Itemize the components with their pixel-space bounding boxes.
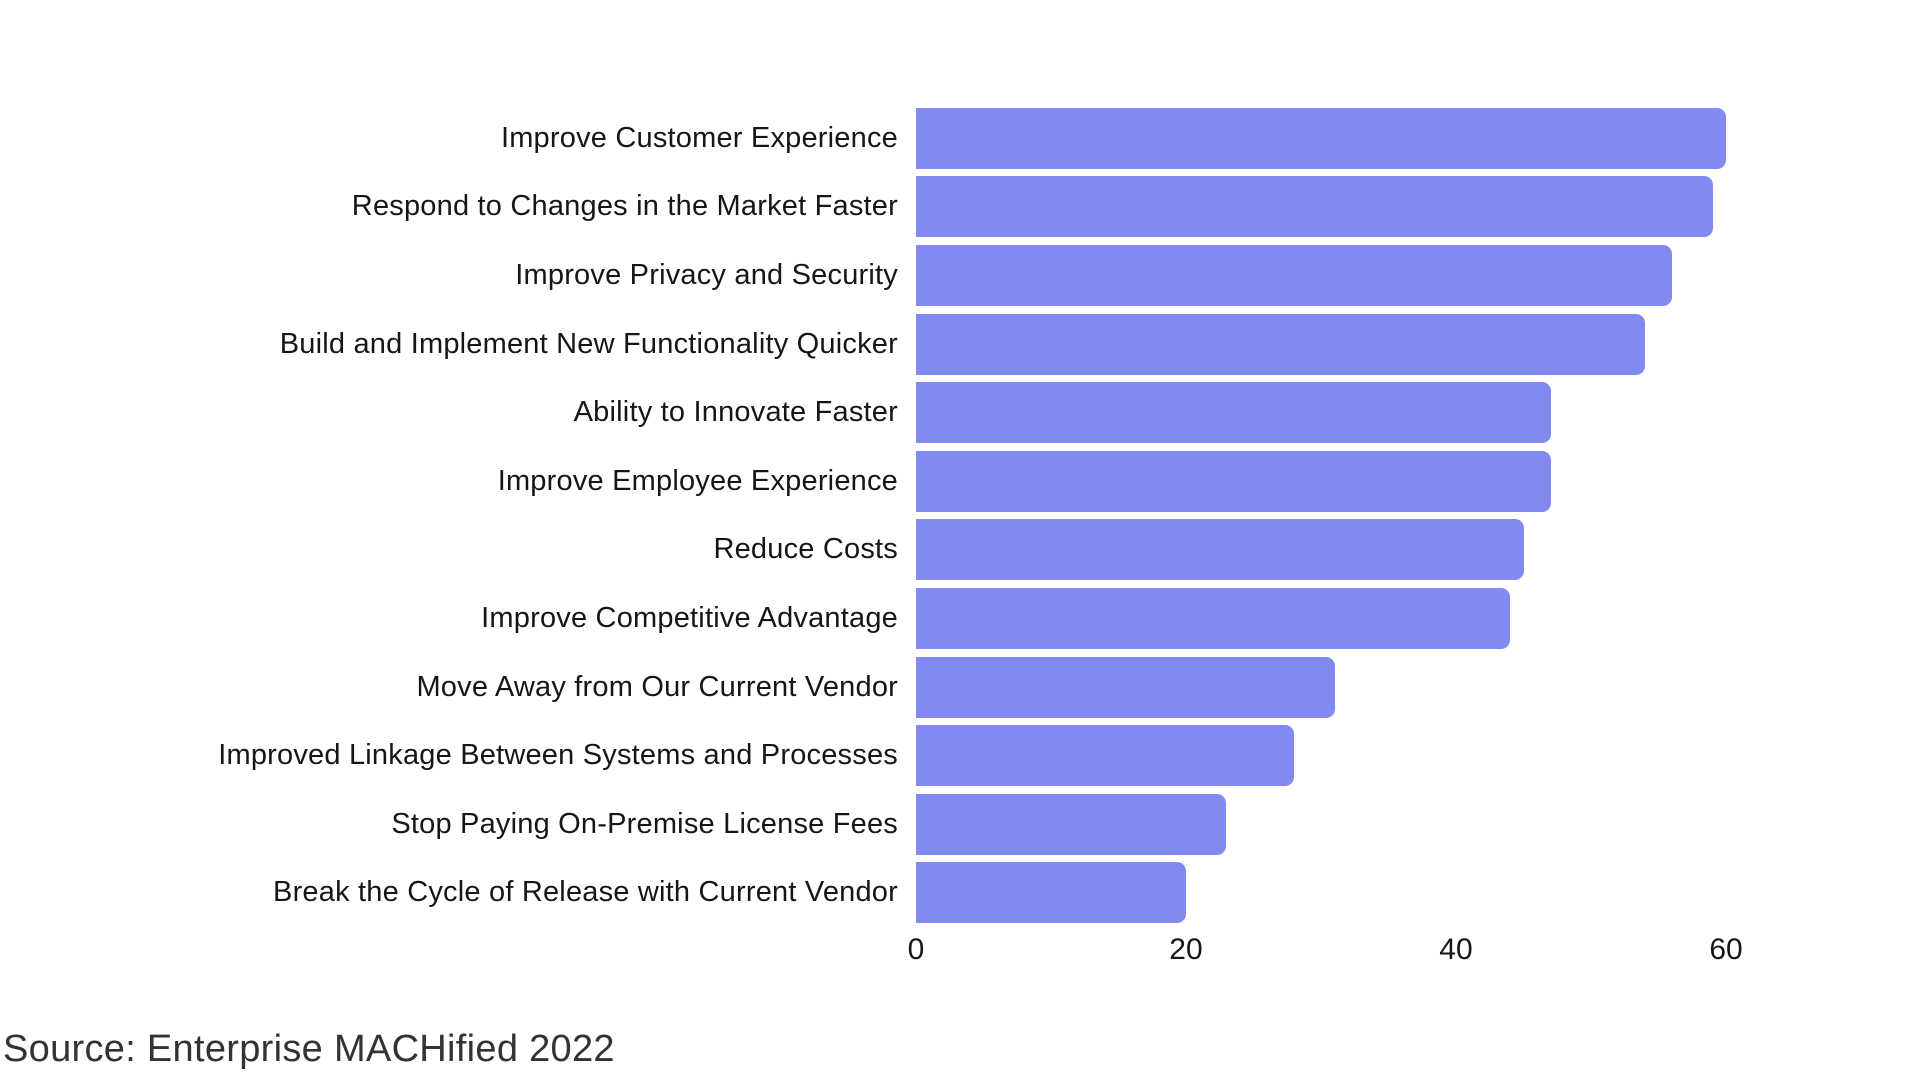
- source-caption: Source: Enterprise MACHified 2022: [3, 1028, 615, 1070]
- x-axis: 0 20 40 60: [908, 933, 1743, 973]
- bar-track: [916, 519, 1726, 581]
- bar-track: [916, 313, 1726, 375]
- bar-track: [916, 107, 1726, 169]
- bar-track: [916, 244, 1726, 306]
- bar: [916, 107, 1726, 169]
- category-label: Respond to Changes in the Market Faster: [351, 190, 898, 223]
- bar: [916, 862, 1186, 924]
- bar-track: [916, 862, 1726, 924]
- bar: [916, 244, 1672, 306]
- bar-track: [916, 656, 1726, 718]
- x-tick-label: 20: [1169, 933, 1203, 966]
- category-label: Break the Cycle of Release with Current …: [273, 876, 898, 909]
- chart-row: Stop Paying On-Premise License Fees: [0, 790, 1726, 859]
- x-tick-label: 40: [1439, 933, 1473, 966]
- chart-row: Improve Privacy and Security: [0, 241, 1726, 310]
- category-label: Improved Linkage Between Systems and Pro…: [218, 739, 898, 772]
- category-label: Move Away from Our Current Vendor: [416, 670, 898, 703]
- category-label: Reduce Costs: [713, 533, 898, 566]
- chart-row: Break the Cycle of Release with Current …: [0, 859, 1726, 928]
- x-tick-label: 60: [1709, 933, 1743, 966]
- chart-row: Build and Implement New Functionality Qu…: [0, 310, 1726, 379]
- chart-row: Respond to Changes in the Market Faster: [0, 173, 1726, 242]
- chart-row: Improved Linkage Between Systems and Pro…: [0, 721, 1726, 790]
- chart-row: Improve Competitive Advantage: [0, 584, 1726, 653]
- bar-track: [916, 176, 1726, 238]
- chart-row: Improve Employee Experience: [0, 447, 1726, 516]
- category-label: Improve Customer Experience: [500, 121, 898, 154]
- bar: [916, 519, 1524, 581]
- chart-row: Reduce Costs: [0, 516, 1726, 585]
- bar: [916, 656, 1335, 718]
- bar: [916, 382, 1551, 444]
- bar-track: [916, 382, 1726, 444]
- bar-track: [916, 725, 1726, 787]
- category-label: Improve Competitive Advantage: [481, 601, 898, 634]
- bar: [916, 176, 1713, 238]
- chart-row: Move Away from Our Current Vendor: [0, 653, 1726, 722]
- chart-row: Ability to Innovate Faster: [0, 378, 1726, 447]
- category-label: Improve Employee Experience: [497, 464, 898, 497]
- bar-track: [916, 450, 1726, 512]
- bar-track: [916, 587, 1726, 649]
- category-label: Improve Privacy and Security: [515, 258, 898, 291]
- bar: [916, 313, 1645, 375]
- bar: [916, 725, 1294, 787]
- category-label: Ability to Innovate Faster: [573, 396, 898, 429]
- x-tick-label: 0: [907, 933, 925, 966]
- category-label: Stop Paying On-Premise License Fees: [391, 807, 898, 840]
- bar: [916, 793, 1227, 855]
- bar: [916, 450, 1551, 512]
- bar: [916, 587, 1510, 649]
- chart-row: Improve Customer Experience: [0, 104, 1726, 173]
- bar-track: [916, 793, 1726, 855]
- chart-rows: Improve Customer Experience Respond to Ch…: [0, 104, 1726, 927]
- category-label: Build and Implement New Functionality Qu…: [279, 327, 898, 360]
